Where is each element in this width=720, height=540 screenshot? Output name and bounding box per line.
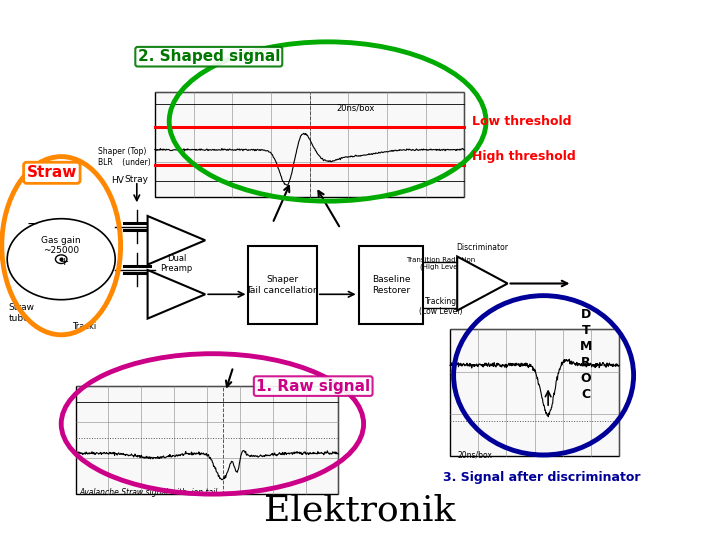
Polygon shape: [457, 256, 508, 310]
Text: D
T
M
R
O
C: D T M R O C: [580, 308, 592, 401]
Text: 3. Signal after discriminator: 3. Signal after discriminator: [443, 471, 640, 484]
Text: 2. Shaped signal: 2. Shaped signal: [138, 49, 280, 64]
Text: Low threshold: Low threshold: [472, 115, 571, 128]
Text: Shaper
Tail cancellation: Shaper Tail cancellation: [246, 275, 319, 294]
Text: HV: HV: [112, 177, 125, 185]
Text: 20ns/box: 20ns/box: [457, 451, 492, 460]
Text: 20ns/box: 20ns/box: [337, 103, 375, 112]
Text: Stray: Stray: [125, 176, 149, 185]
Text: Avalanche Straw signal with  ion tail: Avalanche Straw signal with ion tail: [79, 488, 217, 497]
Text: Straw: Straw: [27, 165, 77, 180]
FancyBboxPatch shape: [450, 329, 619, 456]
Text: High threshold: High threshold: [472, 150, 575, 163]
FancyBboxPatch shape: [155, 92, 464, 197]
Text: Gas gain
~25000: Gas gain ~25000: [41, 236, 81, 255]
Text: Tracking
(Low Level): Tracking (Low Level): [419, 296, 462, 316]
Circle shape: [7, 219, 115, 300]
Text: Dual
Preamp: Dual Preamp: [161, 254, 192, 273]
Polygon shape: [148, 270, 205, 319]
Text: Shaper (Top)
BLR    (under): Shaper (Top) BLR (under): [99, 147, 151, 167]
Text: Elektronik: Elektronik: [264, 494, 456, 527]
FancyBboxPatch shape: [76, 386, 338, 494]
FancyBboxPatch shape: [248, 246, 317, 324]
FancyBboxPatch shape: [359, 246, 423, 324]
Polygon shape: [148, 216, 205, 265]
Text: Tracki: Tracki: [72, 322, 96, 331]
Text: 1. Raw signal: 1. Raw signal: [256, 379, 370, 394]
Text: +: +: [60, 257, 70, 267]
Text: −: −: [27, 217, 38, 231]
Text: Transition Radiation
(High Level): Transition Radiation (High Level): [406, 256, 475, 270]
Text: Straw
tube: Straw tube: [9, 303, 35, 323]
Text: Discriminator: Discriminator: [456, 243, 508, 252]
Text: Baseline
Restorer: Baseline Restorer: [372, 275, 410, 294]
Circle shape: [55, 255, 67, 264]
